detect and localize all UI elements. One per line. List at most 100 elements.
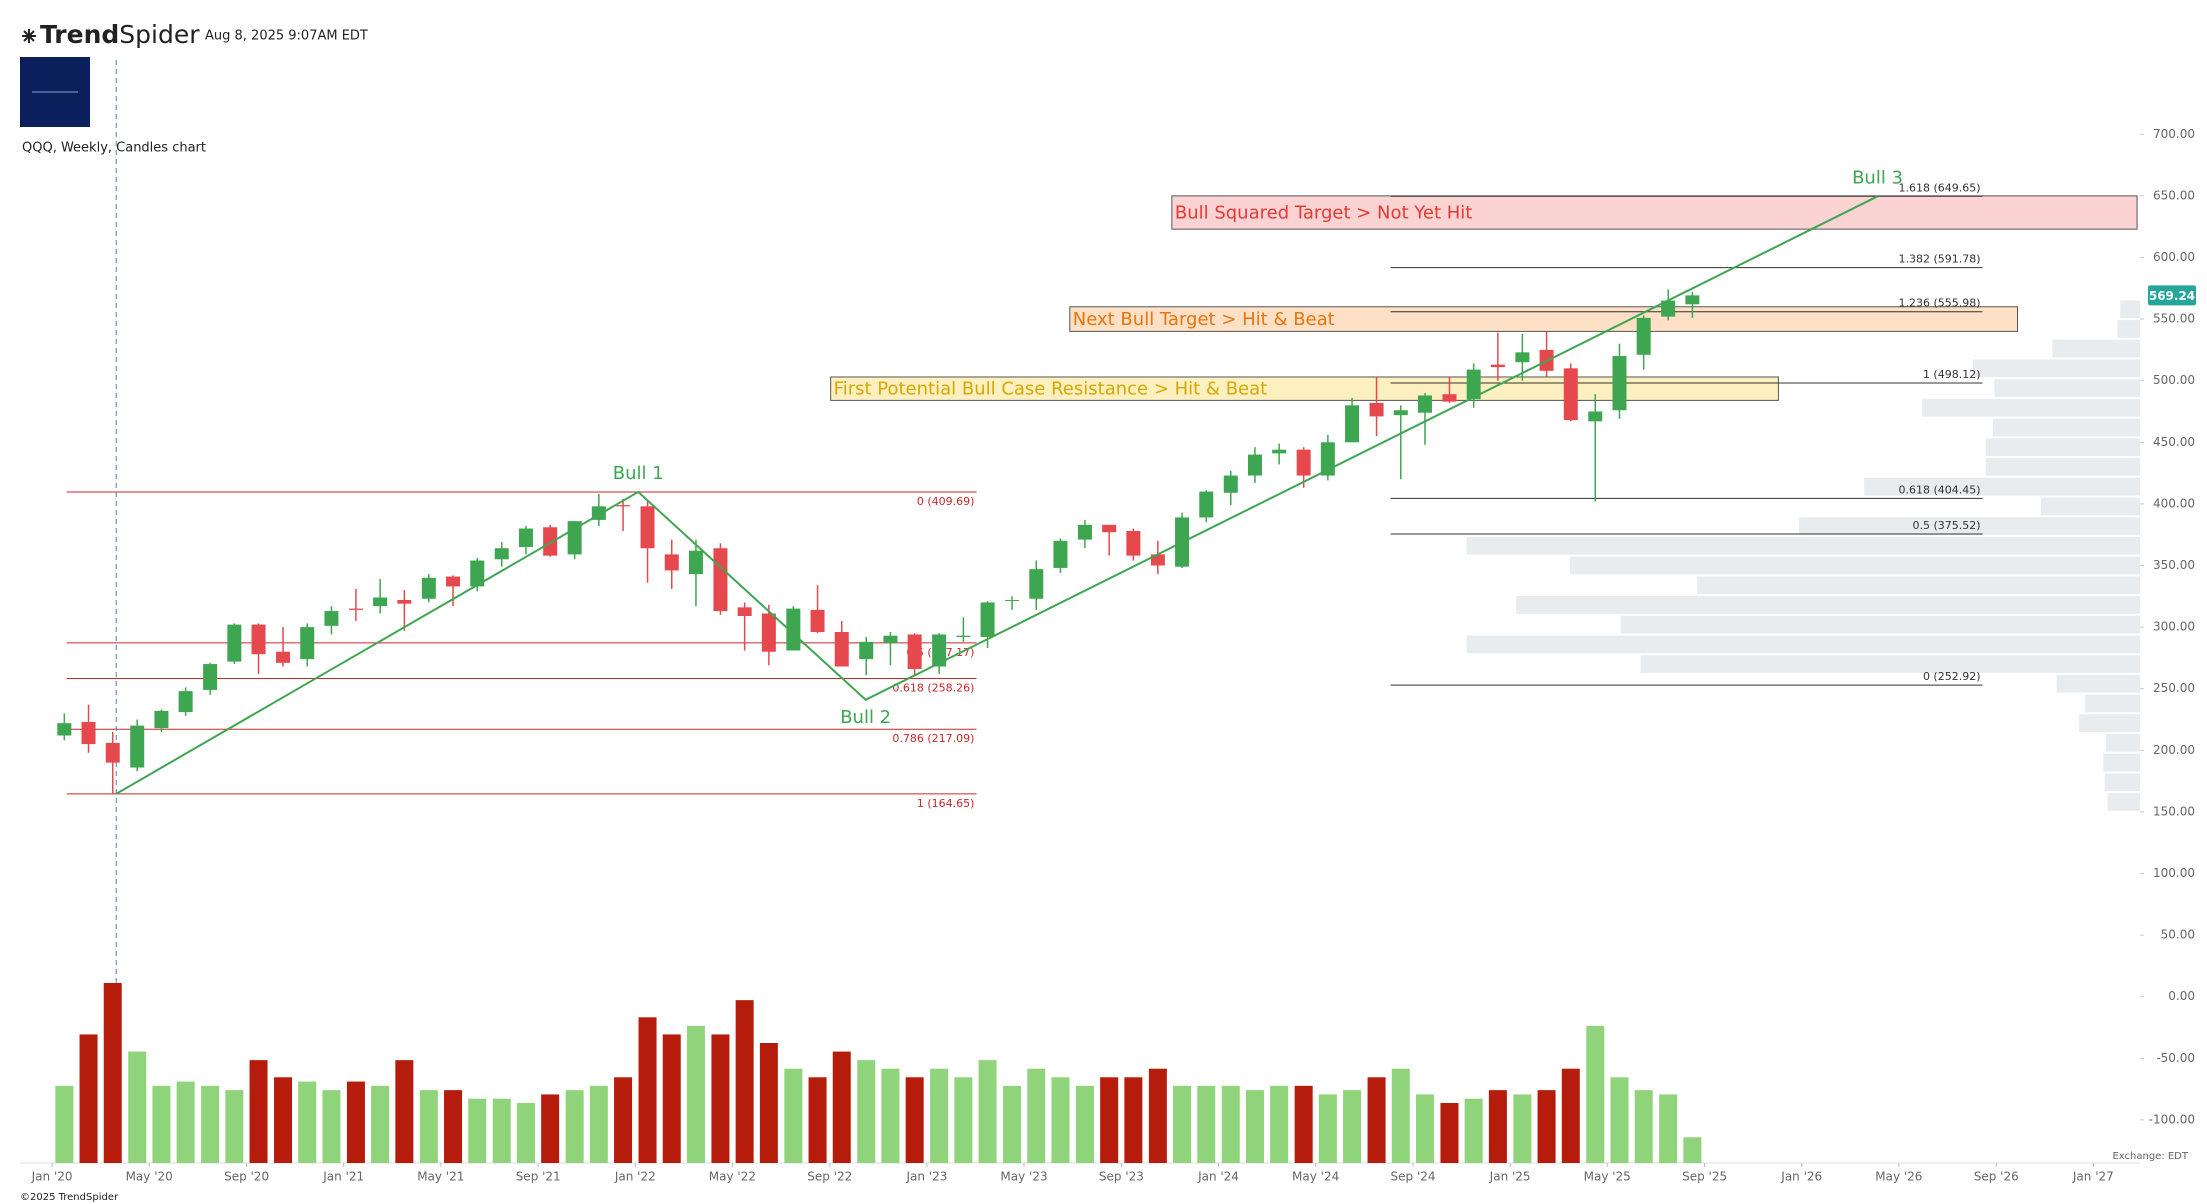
volume-bar — [1270, 1085, 1289, 1163]
x-tick-label: Sep '20 — [224, 1170, 269, 1184]
volume-bar — [1245, 1090, 1264, 1163]
volume-bar — [128, 1051, 147, 1163]
timestamp: Aug 8, 2025 9:07AM EDT — [205, 29, 368, 44]
y-tick-label: 150.00 — [2153, 804, 2195, 818]
candle-body — [1442, 394, 1457, 402]
x-tick-label: Jan '20 — [31, 1170, 73, 1184]
volume-bar — [857, 1060, 876, 1163]
volume-profile-bar — [1516, 596, 2140, 614]
y-tick-label: -50.00 — [2156, 1051, 2195, 1065]
volume-bar — [1586, 1025, 1605, 1163]
volume-bar — [152, 1085, 171, 1163]
volume-profile-bar — [2084, 694, 2140, 713]
volume-bar — [978, 1060, 997, 1163]
volume-bar — [395, 1060, 414, 1163]
candle-body — [1102, 524, 1117, 533]
volume-bar — [954, 1077, 973, 1163]
brand: TrendSpider — [40, 20, 200, 49]
volume-bar — [541, 1094, 560, 1163]
volume-bar — [881, 1068, 900, 1163]
volume-bar — [1415, 1094, 1434, 1163]
volume-profile-bar — [1985, 458, 2140, 476]
volume-bar — [468, 1098, 487, 1163]
volume-bar — [346, 1081, 365, 1163]
candle-body — [1345, 405, 1360, 443]
y-tick-label: 700.00 — [2153, 127, 2195, 141]
candle-body — [494, 548, 509, 560]
volume-bar — [589, 1085, 608, 1163]
x-tick-label: May '26 — [1875, 1170, 1922, 1184]
x-tick-label: Jan '24 — [1197, 1170, 1239, 1184]
candle-body — [859, 641, 874, 660]
fib-label: 0 (409.69) — [917, 495, 975, 508]
x-tick-label: Jan '26 — [1780, 1170, 1822, 1184]
y-tick-label: 450.00 — [2153, 435, 2195, 449]
candle-body — [1563, 368, 1578, 421]
candle-body — [1005, 599, 1020, 601]
wave-label: Bull 2 — [840, 707, 891, 728]
candle-body — [1077, 524, 1092, 540]
volume-bar — [1659, 1094, 1678, 1163]
volume-bar — [808, 1077, 827, 1163]
y-tick-label: 600.00 — [2153, 250, 2195, 264]
y-tick-label: 50.00 — [2161, 928, 2195, 942]
volume-bar — [1051, 1077, 1070, 1163]
volume-bar — [1488, 1090, 1507, 1163]
candle-body — [567, 521, 582, 555]
volume-profile-bar — [1922, 398, 2140, 417]
candle-body — [932, 634, 947, 667]
zone-label: Next Bull Target > Hit & Beat — [1073, 309, 1335, 330]
y-tick-label: 300.00 — [2153, 620, 2195, 634]
candle-body — [348, 608, 363, 610]
volume-bar — [1173, 1085, 1192, 1163]
candle-body — [130, 725, 145, 768]
fib-label: 1 (498.12) — [1923, 368, 1981, 381]
candle-body — [1515, 352, 1530, 363]
volume-bar — [832, 1051, 851, 1163]
volume-bar — [1027, 1068, 1046, 1163]
volume-bar — [274, 1077, 293, 1163]
y-tick-label: 200.00 — [2153, 743, 2195, 757]
chart-title: QQQ, Weekly, Candles chart — [22, 141, 206, 156]
candle-body — [1053, 540, 1068, 568]
target-zone — [1171, 195, 2138, 230]
volume-bar — [1561, 1068, 1580, 1163]
volume-bar — [371, 1085, 390, 1163]
candle-body — [1126, 530, 1141, 556]
x-tick-label: May '24 — [1292, 1170, 1339, 1184]
volume-bar — [1100, 1077, 1119, 1163]
x-tick-label: May '20 — [126, 1170, 173, 1184]
x-tick-label: May '21 — [417, 1170, 464, 1184]
candle-body — [81, 721, 96, 745]
volume-profile-bar — [1799, 517, 2140, 535]
fib-label: 0.786 (217.09) — [892, 732, 974, 745]
wave-line — [115, 195, 1878, 795]
candle-body — [154, 710, 169, 729]
fib-label: 0.618 (404.45) — [1898, 483, 1980, 496]
volume-bar — [1003, 1085, 1022, 1163]
volume-bar — [1391, 1068, 1410, 1163]
candle-body — [761, 613, 776, 652]
volume-bar — [1148, 1068, 1167, 1163]
x-tick-label: Sep '23 — [1099, 1170, 1144, 1184]
volume-profile-bar — [1973, 359, 2140, 378]
candle-body — [1296, 449, 1311, 476]
candle-body — [834, 632, 849, 667]
candle-body — [227, 624, 242, 662]
y-tick-label: 650.00 — [2153, 188, 2195, 202]
volume-profile-bar — [1466, 536, 2140, 555]
candle-body — [907, 634, 922, 669]
candle-body — [276, 651, 291, 663]
target-zone — [1069, 306, 2019, 332]
candle-body — [1588, 411, 1603, 422]
volume-bar — [784, 1068, 803, 1163]
x-tick-label: May '22 — [709, 1170, 756, 1184]
volume-profile-bar — [2052, 339, 2140, 358]
candle-body — [397, 599, 412, 604]
zone-label: Bull Squared Target > Not Yet Hit — [1175, 203, 1473, 224]
x-tick-label: Sep '22 — [807, 1170, 852, 1184]
candle-body — [470, 560, 485, 587]
brand-icon — [22, 29, 36, 43]
volume-bar — [686, 1025, 705, 1163]
fib-label: 0 (252.92) — [1923, 670, 1981, 683]
